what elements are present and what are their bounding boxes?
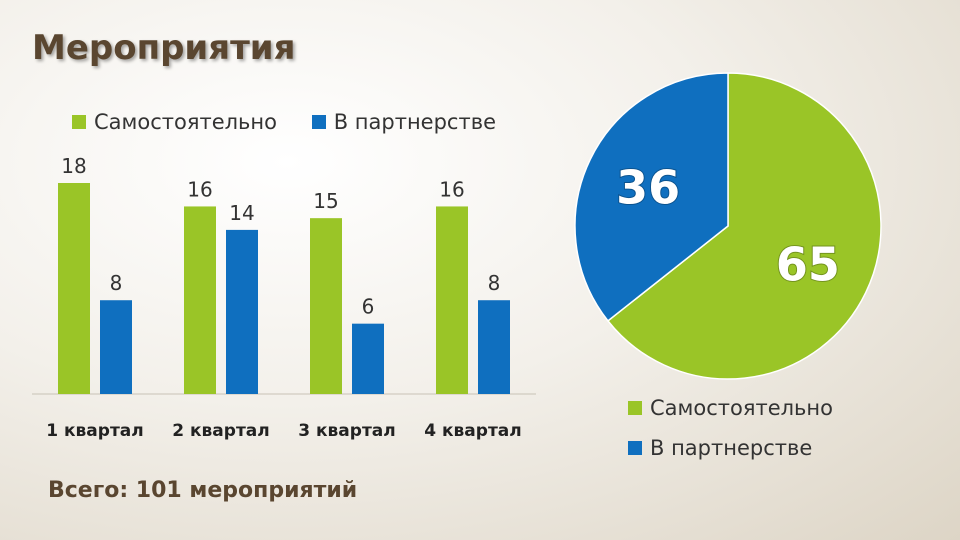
legend-label-partner: В партнерстве [333, 110, 497, 134]
pie-value-label-self: 65 [776, 238, 840, 292]
legend-item-partner: В партнерстве [311, 110, 497, 134]
pie-slice-self [606, 72, 882, 380]
bar-value-label-partner-q4: 8 [488, 271, 501, 295]
category-label-q3: 3 квартал [298, 421, 395, 441]
category-label-q1: 1 квартал [46, 421, 143, 441]
legend-swatch-self [72, 115, 86, 129]
pie-legend-label-partner: В партнерстве [650, 436, 813, 460]
bar-self-q1 [58, 183, 90, 394]
legend-item-self: Самостоятельно [72, 110, 277, 134]
legend-label-self: Самостоятельно [94, 110, 278, 134]
bar-partner-q1 [100, 300, 132, 394]
category-label-q4: 4 квартал [424, 421, 521, 441]
total-events-text: Всего: 101 мероприятий [48, 478, 358, 503]
pie-chart-legend: Самостоятельно В партнерстве [628, 396, 833, 476]
pie-slice-partner [574, 72, 729, 322]
bar-partner-q3 [352, 323, 384, 394]
bar-value-label-self-q1: 18 [61, 154, 86, 178]
bar-value-label-self-q4: 16 [439, 177, 464, 201]
bar-self-q4 [436, 206, 468, 394]
bar-partner-q4 [478, 300, 510, 394]
pie-legend-item-self: Самостоятельно [628, 396, 833, 420]
bar-value-label-self-q2: 16 [187, 177, 212, 201]
pie-legend-item-partner: В партнерстве [628, 436, 833, 460]
pie-legend-swatch-self [628, 401, 642, 415]
bar-chart-legend: Самостоятельно В партнерстве [72, 110, 524, 134]
bar-partner-q2 [226, 229, 258, 394]
category-label-q2: 2 квартал [172, 421, 269, 441]
slide-title: Мероприятия [32, 28, 296, 68]
bar-self-q2 [184, 206, 216, 394]
bar-self-q3 [310, 218, 342, 394]
pie-value-label-partner: 36 [616, 160, 680, 214]
legend-swatch-partner [311, 115, 326, 129]
bar-value-label-self-q3: 15 [313, 189, 338, 213]
bar-value-label-partner-q3: 6 [362, 295, 375, 319]
pie-legend-swatch-partner [628, 441, 642, 455]
bar-value-label-partner-q2: 14 [229, 201, 254, 225]
pie-legend-label-self: Самостоятельно [650, 396, 834, 420]
bar-value-label-partner-q1: 8 [110, 271, 123, 295]
